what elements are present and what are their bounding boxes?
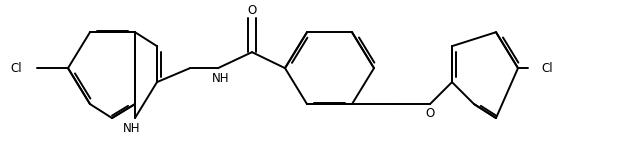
Text: O: O: [425, 107, 434, 120]
Text: O: O: [247, 4, 256, 17]
Text: NH: NH: [123, 122, 141, 135]
Text: Cl: Cl: [542, 62, 554, 75]
Text: NH: NH: [213, 72, 230, 85]
Text: Cl: Cl: [11, 62, 22, 75]
